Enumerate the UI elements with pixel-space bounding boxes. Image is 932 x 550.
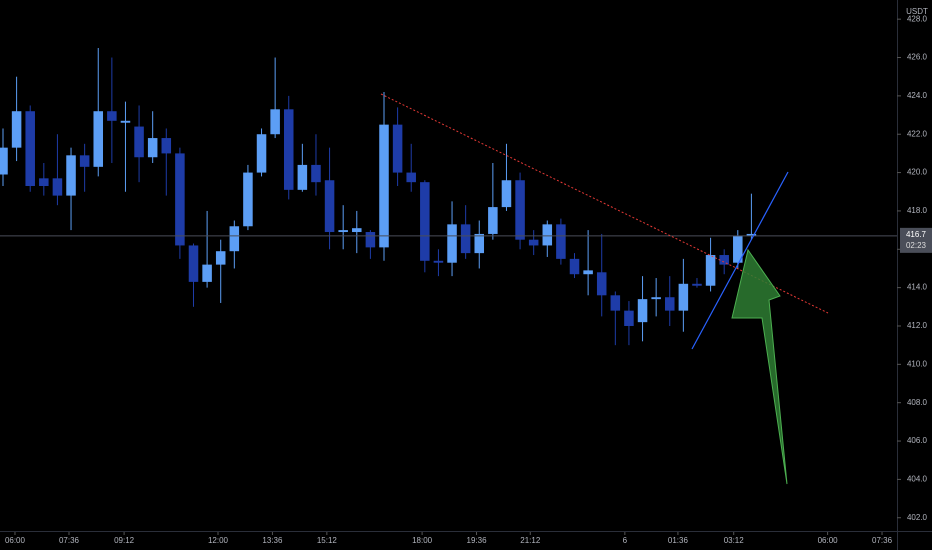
y-tick-label: 406.0 — [907, 436, 928, 445]
candle-body — [705, 255, 716, 286]
candle-body — [229, 226, 240, 252]
last-price-box — [900, 227, 932, 253]
x-tick-label: 06:00 — [818, 536, 839, 545]
candle-body — [515, 180, 525, 240]
candle-body — [733, 235, 743, 263]
y-tick-label: 422.0 — [907, 129, 928, 138]
candle-body — [270, 109, 280, 135]
x-tick-label: 15:12 — [317, 536, 338, 545]
candle-body — [338, 230, 348, 233]
y-tick-label: 420.0 — [907, 168, 928, 177]
candle-body — [433, 260, 444, 263]
y-tick-label: 402.0 — [907, 513, 928, 522]
candle-body — [256, 134, 267, 173]
candle-body — [11, 111, 22, 148]
candle-body — [107, 111, 117, 121]
candle-body — [583, 270, 593, 275]
candle-body — [556, 224, 566, 259]
candle-body — [379, 124, 389, 248]
y-tick-label: 424.0 — [907, 91, 928, 100]
up-arrow — [731, 248, 788, 485]
support-trendline — [691, 171, 789, 350]
x-tick-label: 12:00 — [208, 536, 229, 545]
candle-body — [651, 297, 661, 300]
candle-body — [406, 172, 416, 183]
candle-body — [719, 255, 729, 265]
candle-body — [746, 233, 757, 236]
x-tick-label: 01:36 — [668, 536, 689, 545]
candle-body — [596, 272, 607, 296]
candle-body — [0, 147, 8, 175]
countdown-label: 02:23 — [906, 241, 927, 250]
currency-label: USDT — [906, 7, 928, 16]
candle-body — [324, 180, 335, 233]
y-tick-label: 426.0 — [907, 53, 928, 62]
candle-body — [610, 295, 621, 311]
candle-body — [161, 138, 172, 154]
y-tick-label: 428.0 — [907, 14, 928, 23]
candle-body — [25, 111, 35, 187]
candle-body — [134, 126, 144, 158]
candle-body — [297, 164, 308, 190]
candle-body — [501, 180, 512, 208]
candle-body — [488, 207, 498, 234]
candle-body — [664, 297, 675, 311]
candle-body — [420, 182, 430, 261]
candle-body — [39, 178, 49, 187]
candle-body — [392, 124, 403, 173]
candle-body — [447, 224, 457, 263]
plot-area — [0, 47, 897, 346]
candle-body — [79, 155, 90, 167]
candle-body — [202, 264, 212, 282]
candle-body — [678, 283, 689, 311]
candle-body — [120, 120, 131, 123]
candle-body — [215, 251, 226, 265]
candle-body — [243, 172, 253, 227]
candle-body — [52, 178, 63, 196]
candle-body — [624, 310, 634, 326]
x-tick-label: 6 — [623, 536, 628, 545]
x-tick-label: 09:12 — [114, 536, 135, 545]
y-tick-label: 404.0 — [907, 475, 928, 484]
y-tick-label: 418.0 — [907, 206, 928, 215]
x-tick-label: 21:12 — [520, 536, 541, 545]
candle-body — [474, 233, 485, 254]
candle-body — [93, 111, 104, 167]
x-tick-label: 13:36 — [262, 536, 283, 545]
resistance-trendline — [380, 93, 829, 314]
candle-body — [175, 153, 185, 246]
drawings — [380, 93, 829, 485]
candle-body — [528, 239, 539, 246]
y-tick-label: 408.0 — [907, 398, 928, 407]
x-tick-label: 07:36 — [59, 536, 80, 545]
candle-body — [365, 232, 376, 248]
candle-body — [352, 228, 362, 233]
x-tick-label: 18:00 — [412, 536, 433, 545]
x-tick-label: 06:00 — [5, 536, 26, 545]
candle-body — [542, 224, 553, 246]
x-tick-label: 19:36 — [467, 536, 488, 545]
candle-body — [66, 155, 76, 196]
candle-body — [311, 164, 321, 183]
candle-body — [283, 109, 294, 190]
x-tick-label: 07:36 — [872, 536, 893, 545]
candle-body — [637, 299, 648, 323]
x-tick-label: 03:12 — [724, 536, 745, 545]
candle-body — [147, 138, 158, 158]
candle-body — [188, 245, 199, 282]
y-tick-label: 414.0 — [907, 283, 928, 292]
last-price-label: 416.7 — [906, 230, 927, 239]
candle-body — [569, 258, 580, 275]
y-tick-label: 410.0 — [907, 359, 928, 368]
candle-body — [460, 224, 471, 254]
candle-body — [692, 283, 702, 286]
y-tick-label: 412.0 — [907, 321, 928, 330]
